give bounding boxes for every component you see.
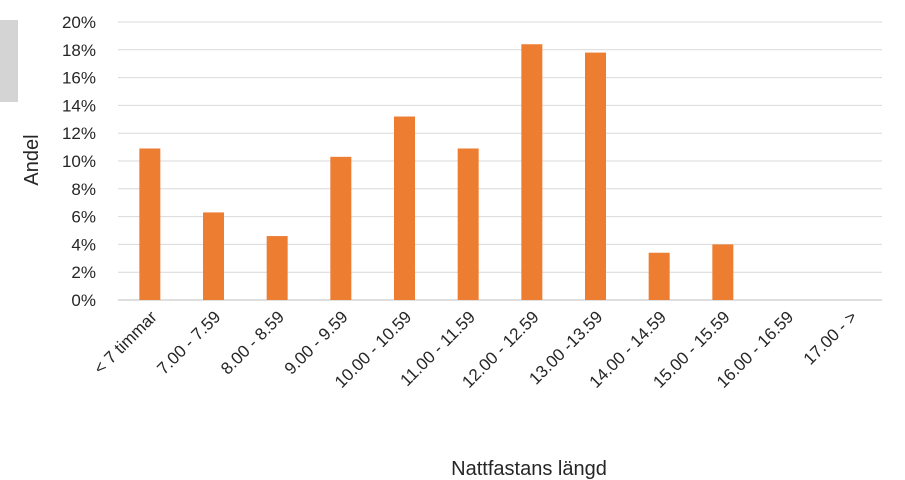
bar <box>266 236 288 300</box>
side-tab <box>0 20 18 102</box>
y-tick-label: 4% <box>71 235 96 254</box>
x-tick-label: 7.00 - 7.59 <box>153 307 224 378</box>
y-tick-labels: 0% 2% 4% 6% 8% 10% 12% 14% 16% 18% 20% <box>62 13 96 310</box>
bar <box>139 148 161 300</box>
bar <box>585 52 606 300</box>
bars <box>139 44 734 301</box>
y-tick-label: 20% <box>62 13 96 32</box>
gridlines <box>118 21 882 301</box>
y-tick-label: 14% <box>62 96 96 115</box>
bar <box>648 252 670 300</box>
bar <box>330 156 352 300</box>
y-tick-label: 0% <box>71 291 96 310</box>
y-tick-label: 10% <box>62 152 96 171</box>
x-tick-label: < 7 timmar <box>90 307 161 378</box>
x-axis-title: Nattfastans längd <box>451 458 607 480</box>
bar <box>521 44 543 300</box>
y-tick-label: 12% <box>62 124 96 143</box>
y-tick-label: 8% <box>71 180 96 199</box>
x-tick-label: 8.00 - 8.59 <box>217 307 288 378</box>
bar <box>394 116 415 301</box>
y-tick-label: 16% <box>62 69 96 88</box>
bar <box>203 212 224 300</box>
y-tick-label: 6% <box>71 208 96 227</box>
y-tick-label: 2% <box>71 263 96 282</box>
y-axis-title: Andel <box>21 134 43 185</box>
y-tick-label: 18% <box>62 41 96 60</box>
bar <box>457 148 479 300</box>
x-tick-label: 17.00 - > <box>800 307 861 368</box>
bar <box>712 244 734 300</box>
